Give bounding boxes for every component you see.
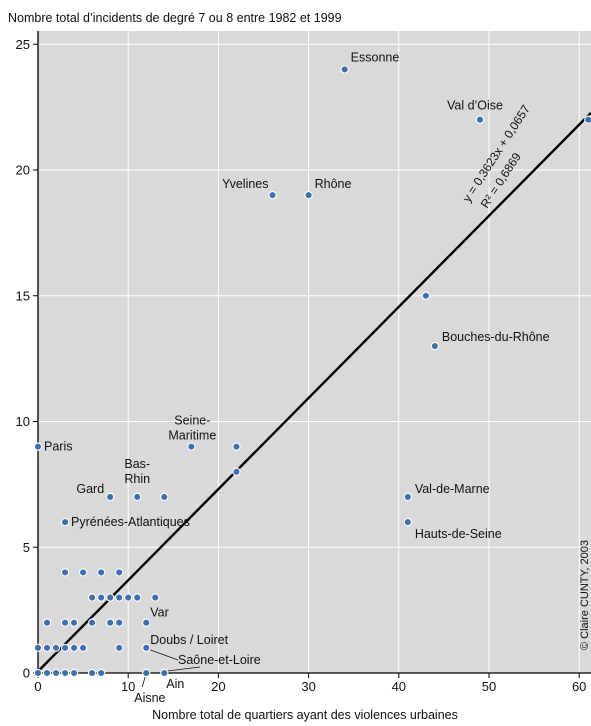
label-seine-maritime: Seine-Maritime bbox=[168, 414, 216, 443]
point-5 bbox=[304, 190, 313, 200]
point-41 bbox=[115, 643, 124, 652]
point-21 bbox=[87, 593, 97, 602]
point-14 bbox=[403, 492, 412, 502]
label-pyr-n-es-atlantiques: Pyrénées-Atlantiques bbox=[71, 515, 190, 529]
label-doubs-loiret: Doubs / Loiret bbox=[150, 633, 228, 647]
point-23 bbox=[106, 593, 115, 602]
y-tick-label-5: 5 bbox=[23, 540, 30, 555]
point-24 bbox=[115, 593, 124, 602]
point-27 bbox=[151, 593, 160, 602]
point-36 bbox=[42, 643, 52, 652]
axes bbox=[37, 31, 591, 674]
label-rh-ne: Rhône bbox=[315, 177, 352, 191]
point-40 bbox=[78, 643, 88, 652]
point-12 bbox=[133, 492, 142, 502]
y-tick-label-20: 20 bbox=[16, 163, 30, 178]
point-43 bbox=[33, 668, 43, 678]
point-4 bbox=[268, 190, 277, 200]
label-aisne: Aisne bbox=[134, 691, 165, 705]
point-37 bbox=[51, 643, 61, 652]
label-var: Var bbox=[150, 606, 169, 620]
point-labels: Paris Essonne Val d’Oise Yvelines Rhône Bouch… bbox=[44, 50, 550, 705]
point-38 bbox=[60, 643, 70, 652]
point-42 bbox=[142, 643, 151, 652]
point-19 bbox=[96, 568, 106, 577]
label-bas-rhin: Bas-Rhin bbox=[124, 457, 150, 486]
point-30 bbox=[69, 618, 79, 627]
point-15 bbox=[403, 517, 412, 527]
point-1 bbox=[340, 65, 349, 74]
x-tick-label-50: 50 bbox=[482, 679, 496, 694]
x-tick-label-10: 10 bbox=[121, 679, 135, 694]
point-46 bbox=[60, 668, 70, 678]
gridlines bbox=[38, 31, 591, 673]
x-tick-label-40: 40 bbox=[392, 679, 406, 694]
point-39 bbox=[69, 643, 79, 652]
point-2 bbox=[475, 115, 485, 124]
point-8 bbox=[187, 442, 196, 451]
data-points bbox=[33, 65, 591, 678]
x-tick-label-0: 0 bbox=[34, 679, 41, 694]
point-22 bbox=[96, 593, 106, 602]
point-9 bbox=[232, 442, 241, 451]
x-tick-label-20: 20 bbox=[211, 679, 225, 694]
x-tick-label-60: 60 bbox=[572, 679, 586, 694]
point-48 bbox=[87, 668, 97, 678]
x-tick-label-30: 30 bbox=[301, 679, 315, 694]
annotation-saone-et-loire: Saône-et-Loire bbox=[178, 653, 261, 667]
label-gard: Gard bbox=[76, 482, 104, 496]
point-20 bbox=[115, 568, 124, 577]
point-50 bbox=[142, 668, 151, 678]
point-51 bbox=[160, 668, 169, 678]
point-3 bbox=[584, 115, 591, 124]
label-val-d-oise: Val d’Oise bbox=[447, 99, 503, 113]
point-26 bbox=[133, 593, 142, 602]
point-10 bbox=[232, 467, 241, 476]
label-ain: Ain bbox=[166, 677, 184, 691]
point-6 bbox=[421, 291, 431, 300]
point-44 bbox=[42, 668, 52, 678]
point-49 bbox=[96, 668, 106, 678]
leader-ain bbox=[167, 666, 201, 672]
regression-line bbox=[37, 111, 591, 673]
chart-title: Nombre total d’incidents de degré 7 ou 8… bbox=[8, 11, 342, 25]
y-tick-label-25: 25 bbox=[16, 37, 30, 52]
label-yvelines: Yvelines bbox=[222, 177, 269, 191]
y-tick-label-0: 0 bbox=[23, 666, 30, 681]
label-bouches-du-rh-ne: Bouches-du-Rhône bbox=[442, 330, 550, 344]
label-hauts-de-seine: Hauts-de-Seine bbox=[415, 527, 502, 541]
point-47 bbox=[69, 668, 79, 678]
label-val-de-marne: Val-de-Marne bbox=[415, 482, 490, 496]
credit-text: © Claire CUNTY, 2003 bbox=[579, 540, 591, 650]
point-16 bbox=[60, 517, 70, 527]
point-18 bbox=[78, 568, 88, 577]
point-11 bbox=[106, 492, 115, 502]
point-17 bbox=[60, 568, 70, 577]
point-25 bbox=[124, 593, 133, 602]
point-32 bbox=[106, 618, 115, 627]
point-28 bbox=[42, 618, 52, 627]
point-0 bbox=[33, 442, 43, 451]
point-7 bbox=[430, 341, 440, 351]
point-34 bbox=[142, 618, 151, 627]
label-essonne: Essonne bbox=[351, 50, 400, 64]
point-45 bbox=[51, 668, 61, 678]
point-35 bbox=[33, 643, 43, 652]
point-33 bbox=[115, 618, 124, 627]
y-tick-label-15: 15 bbox=[16, 288, 30, 303]
point-13 bbox=[160, 492, 169, 502]
leader-saone-et-loire bbox=[150, 649, 179, 661]
point-29 bbox=[60, 618, 70, 627]
label-paris: Paris bbox=[44, 440, 72, 454]
y-tick-label-10: 10 bbox=[16, 414, 30, 429]
x-axis-label: Nombre total de quartiers ayant des viol… bbox=[152, 708, 458, 722]
plot-background bbox=[38, 31, 591, 673]
tick-labels: 0 10 20 30 40 50 60 0 5 10 15 20 25 bbox=[16, 37, 587, 694]
point-31 bbox=[87, 618, 97, 627]
